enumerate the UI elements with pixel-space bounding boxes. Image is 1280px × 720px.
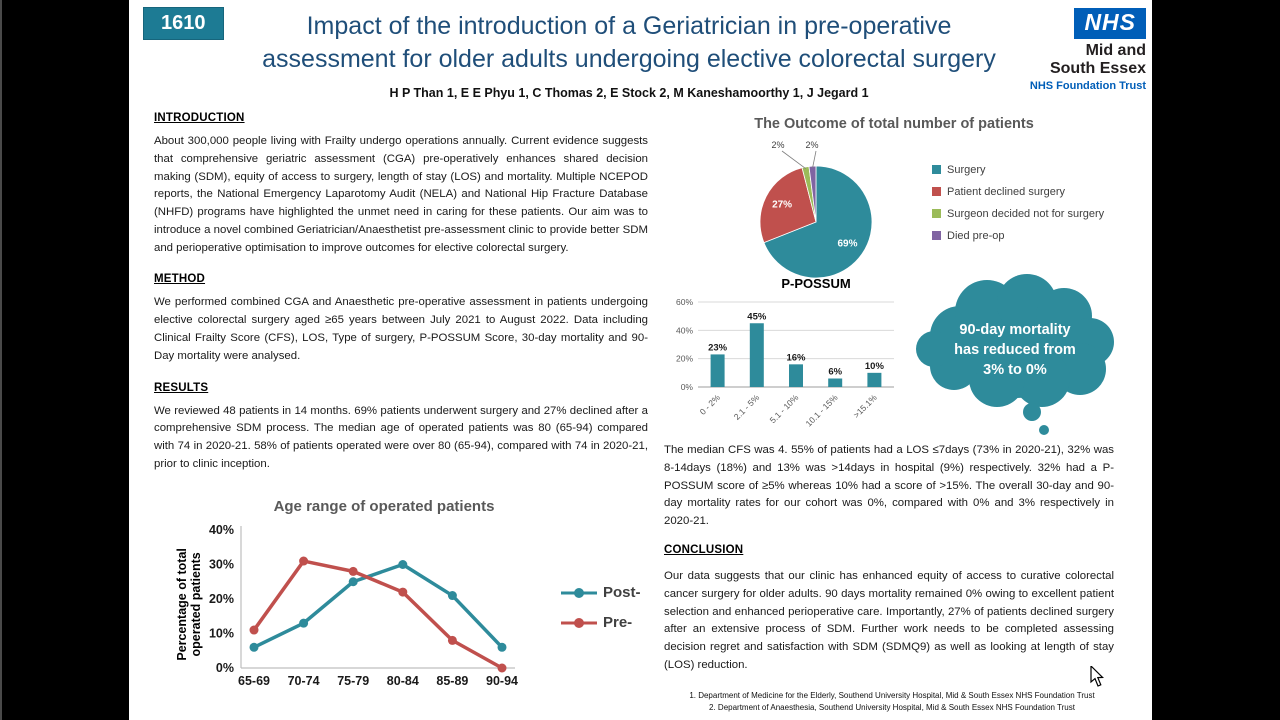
- line-chart: 0% 10% 20% 30% 40% 65-69 70-74 75-79 80-84 85-89 9…: [209, 523, 518, 688]
- bar: [828, 378, 843, 387]
- svg-text:2.1 - 5%: 2.1 - 5%: [732, 392, 762, 422]
- pie-slice: [808, 165, 817, 223]
- poster-title-line2: assessment for older adults undergoing e…: [262, 44, 996, 73]
- method-paragraph: We performed combined CGA and Anaestheti…: [154, 296, 648, 362]
- footnote-2: 2. Department of Anaesthesia, Southend U…: [709, 703, 1075, 713]
- screen-edge-line: [0, 0, 2, 720]
- svg-text:27%: 27%: [772, 200, 792, 211]
- mortality-callout-cloud: 90-day mortality has reduced from 3% to 0%: [916, 274, 1114, 435]
- legend-swatch-icon: [932, 231, 941, 240]
- svg-text:60%: 60%: [676, 297, 693, 307]
- svg-text:10%: 10%: [209, 627, 234, 641]
- svg-text:6%: 6%: [828, 367, 842, 378]
- svg-text:70-74: 70-74: [288, 674, 320, 688]
- legend-label: Patient declined surgery: [947, 186, 1066, 198]
- svg-text:45%: 45%: [747, 311, 767, 322]
- legend-line-marker-icon: [561, 587, 597, 598]
- cloud-shape: [916, 274, 1114, 435]
- svg-text:65-69: 65-69: [238, 674, 270, 688]
- bar: [867, 372, 882, 387]
- svg-text:20%: 20%: [209, 592, 234, 606]
- trust-type: NHS Foundation Trust: [1029, 79, 1146, 92]
- poster-page: 1610 Impact of the introduction of a Ger…: [129, 0, 1152, 720]
- conclusion-paragraph: Our data suggests that our clinic has en…: [664, 570, 1114, 671]
- pie-legend-item: Patient declined surgery: [932, 186, 1104, 198]
- svg-text:90-94: 90-94: [486, 674, 518, 688]
- bar: [749, 323, 764, 387]
- svg-text:0 - 2%: 0 - 2%: [698, 392, 723, 417]
- cloud-text-line2: has reduced from: [954, 342, 1076, 358]
- pie-slice: [763, 165, 873, 279]
- poster-title-line1: Impact of the introduction of a Geriatri…: [306, 12, 952, 40]
- legend-label: Post-: [603, 584, 641, 601]
- line-series: [253, 562, 504, 649]
- legend-label: Surgery: [947, 164, 986, 176]
- affiliation-footnotes: 1. Department of Medicine for the Elderl…: [664, 690, 1120, 715]
- svg-text:40%: 40%: [209, 523, 234, 537]
- line-legend-item: Pre-: [561, 614, 641, 631]
- svg-text:30%: 30%: [209, 558, 234, 572]
- conclusion-heading: CONCLUSION: [664, 544, 744, 556]
- svg-text:85-89: 85-89: [436, 674, 468, 688]
- pie-chart: 69% 27% 2% 2%: [759, 140, 873, 279]
- svg-text:10%: 10%: [865, 361, 885, 372]
- svg-text:75-79: 75-79: [337, 674, 369, 688]
- introduction-heading: INTRODUCTION: [154, 112, 245, 124]
- legend-label: Died pre-op: [947, 230, 1005, 242]
- poster-title: Impact of the introduction of a Geriatri…: [224, 10, 1034, 75]
- pie-chart-title: The Outcome of total number of patients: [754, 116, 1034, 132]
- legend-label: Pre-: [603, 614, 633, 631]
- poster-number-badge: 1610: [143, 7, 224, 40]
- line-chart-title: Age range of operated patients: [273, 498, 495, 515]
- pie-legend-item: Surgeon decided not for surgery: [932, 208, 1104, 220]
- svg-text:10.1 - 15%: 10.1 - 15%: [803, 392, 839, 428]
- svg-text:2%: 2%: [805, 140, 818, 150]
- line-legend-item: Post-: [561, 584, 641, 601]
- method-heading: METHOD: [154, 273, 206, 286]
- pie-slice: [759, 167, 817, 244]
- results-heading: RESULTS: [154, 381, 209, 394]
- right-column: The Outcome of total number of patients …: [664, 110, 1124, 720]
- legend-label: Surgeon decided not for surgery: [947, 208, 1105, 220]
- cloud-text-line1: 90-day mortality: [959, 322, 1070, 338]
- svg-text:23%: 23%: [708, 342, 728, 353]
- svg-text:>15.1%: >15.1%: [851, 392, 879, 420]
- legend-swatch-icon: [932, 165, 941, 174]
- mouse-cursor: [1090, 664, 1106, 693]
- bar: [789, 364, 803, 387]
- svg-text:40%: 40%: [676, 325, 693, 335]
- svg-text:0%: 0%: [216, 661, 234, 675]
- cloud-text-line3: 3% to 0%: [983, 362, 1047, 378]
- svg-text:16%: 16%: [786, 352, 806, 363]
- age-range-chart-block: Age range of operated patients Percentag…: [159, 498, 674, 716]
- svg-text:69%: 69%: [837, 238, 857, 249]
- results-continued-paragraph: The median CFS was 4. 55% of patients ha…: [664, 444, 1114, 528]
- legend-swatch-icon: [932, 187, 941, 196]
- svg-text:2%: 2%: [771, 140, 784, 150]
- bar-chart: 0% 20% 40% 60% 23% 0 - 2% 45% 2.1 - 5% 16% 5.1 - …: [676, 297, 894, 428]
- authors-line: H P Than 1, E E Phyu 1, C Thomas 2, E St…: [389, 86, 869, 100]
- pie-legend-item: Surgery: [932, 164, 1104, 176]
- line-chart-legend: Post- Pre-: [561, 584, 641, 644]
- svg-text:80-84: 80-84: [387, 674, 419, 688]
- nhs-logo-icon: NHS: [1074, 8, 1146, 39]
- introduction-paragraph: About 300,000 people living with Frailty…: [154, 135, 648, 254]
- nhs-trust-logo: NHS Mid and South Essex NHS Foundation T…: [1011, 8, 1146, 92]
- left-column: INTRODUCTION About 300,000 people living…: [154, 112, 648, 490]
- trust-name: Mid and South Essex: [1049, 42, 1146, 77]
- results-paragraph: We reviewed 48 patients in 14 months. 69…: [154, 404, 648, 470]
- legend-swatch-icon: [932, 209, 941, 218]
- svg-text:0%: 0%: [681, 382, 694, 392]
- bar-chart-title: P-POSSUM: [781, 276, 851, 291]
- pie-legend-item: Died pre-op: [932, 230, 1104, 242]
- line-series: [252, 559, 503, 670]
- legend-line-marker-icon: [561, 617, 597, 628]
- pie-chart-legend: Surgery Patient declined surgery Surgeon d…: [932, 164, 1104, 252]
- footnote-1: 1. Department of Medicine for the Elderl…: [689, 691, 1095, 700]
- svg-text:5.1 - 10%: 5.1 - 10%: [768, 392, 801, 425]
- svg-text:20%: 20%: [676, 354, 693, 364]
- bar: [710, 354, 725, 387]
